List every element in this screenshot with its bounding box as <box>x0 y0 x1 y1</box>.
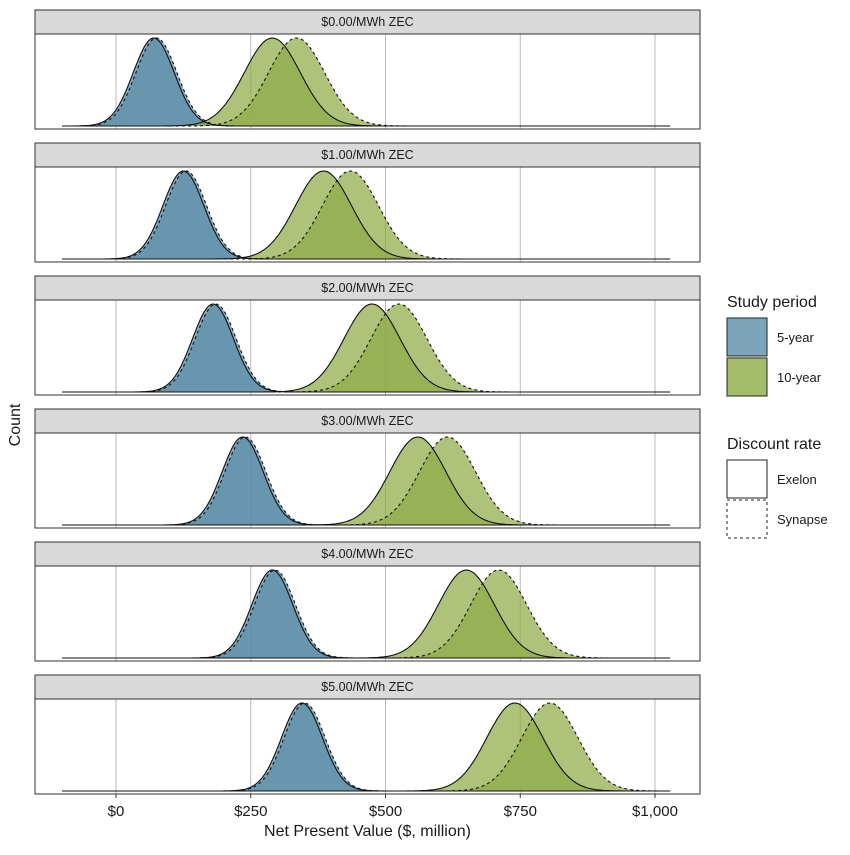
facet-strip <box>34 9 701 35</box>
facet-strip-label: $3.00/MWh ZEC <box>321 414 413 428</box>
density-line-10-year-exelon <box>62 170 671 260</box>
x-tick-label: $500 <box>369 803 402 820</box>
legend-title-study-period: Study period <box>727 294 817 311</box>
facet-strip-label: $5.00/MWh ZEC <box>321 680 413 694</box>
density-line-5-year-synapse <box>62 702 671 792</box>
density-area-10-year-synapse <box>62 304 671 392</box>
legend-swatch-exelon <box>726 459 768 499</box>
panel-border <box>34 166 701 263</box>
legend-label-10-year: 10-year <box>777 370 822 385</box>
density-line-10-year-exelon <box>62 303 671 393</box>
density-area-5-year-synapse <box>62 171 671 259</box>
density-area-5-year-synapse <box>62 304 671 392</box>
x-axis-title: Net Present Value ($, million) <box>264 823 471 840</box>
density-area-10-year-synapse <box>62 703 671 791</box>
facet-strip <box>34 275 701 301</box>
legend-label-synapse: Synapse <box>777 512 828 527</box>
legend-swatch-synapse <box>726 499 768 539</box>
panel-background <box>35 566 700 661</box>
legend-label-5-year: 5-year <box>777 330 815 345</box>
legend-swatch-10-year <box>726 357 768 397</box>
facet-strip-label: $0.00/MWh ZEC <box>321 15 413 29</box>
density-area-5-year-synapse <box>62 38 671 126</box>
density-line-10-year-exelon <box>62 569 671 659</box>
panel-border <box>34 698 701 795</box>
density-line-10-year-exelon <box>62 436 671 526</box>
x-tick-label: $0 <box>108 803 125 820</box>
facet-strip-label: $4.00/MWh ZEC <box>321 547 413 561</box>
x-tick-label: $250 <box>234 803 267 820</box>
density-area-10-year-synapse <box>62 570 671 658</box>
panel-border <box>34 33 701 130</box>
x-tick-label: $750 <box>504 803 537 820</box>
legend-swatch-5-year <box>726 317 768 357</box>
density-area-5-year-synapse <box>62 437 671 525</box>
x-tick-label: $1,000 <box>632 803 678 820</box>
facet-strip-label: $2.00/MWh ZEC <box>321 281 413 295</box>
facet-strip <box>34 142 701 168</box>
y-axis-title: Count <box>7 403 24 446</box>
legend-label-exelon: Exelon <box>777 472 817 487</box>
legend-title-discount-rate: Discount rate <box>727 436 821 453</box>
panel-border <box>34 299 701 396</box>
panel-border <box>34 432 701 529</box>
density-area-10-year-synapse <box>62 171 671 259</box>
facet-strip-label: $1.00/MWh ZEC <box>321 148 413 162</box>
density-line-10-year-exelon <box>62 702 671 792</box>
panel-border <box>34 565 701 662</box>
facet-strip <box>34 674 701 700</box>
density-line-10-year-exelon <box>62 37 671 127</box>
